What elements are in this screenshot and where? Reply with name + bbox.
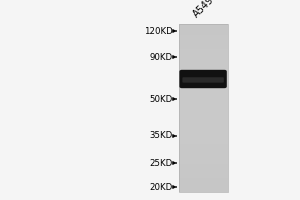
Bar	[178, 91, 228, 94]
Bar	[178, 119, 228, 122]
Bar	[178, 24, 228, 192]
Text: 120KD: 120KD	[144, 26, 172, 36]
Bar	[178, 138, 228, 142]
Bar	[178, 178, 228, 181]
Bar	[178, 32, 228, 35]
Bar	[178, 175, 228, 178]
Bar	[178, 105, 228, 108]
Bar	[178, 43, 228, 46]
Bar	[178, 183, 228, 186]
Bar	[178, 152, 228, 156]
Bar	[178, 127, 228, 130]
Bar	[178, 68, 228, 72]
Text: 50KD: 50KD	[149, 95, 172, 104]
Bar	[178, 113, 228, 116]
Bar	[178, 169, 228, 172]
FancyBboxPatch shape	[179, 70, 227, 88]
Bar	[178, 71, 228, 74]
Bar	[178, 80, 228, 83]
Bar	[178, 108, 228, 111]
Bar	[178, 74, 228, 77]
Bar	[178, 133, 228, 136]
Bar	[178, 85, 228, 88]
Bar	[178, 40, 228, 44]
Text: 25KD: 25KD	[149, 158, 172, 168]
Bar	[178, 116, 228, 119]
Bar	[178, 82, 228, 86]
Bar	[178, 130, 228, 133]
Bar	[178, 66, 228, 69]
Bar	[178, 46, 228, 49]
Bar	[178, 166, 228, 170]
Bar	[178, 99, 228, 102]
Bar	[178, 124, 228, 128]
Bar	[178, 54, 228, 58]
Bar	[178, 57, 228, 60]
Bar	[178, 186, 228, 189]
Bar	[178, 88, 228, 91]
Bar	[178, 60, 228, 63]
Bar	[178, 147, 228, 150]
Bar	[178, 52, 228, 55]
Bar	[178, 96, 228, 100]
Text: 20KD: 20KD	[149, 182, 172, 192]
Bar	[178, 35, 228, 38]
Bar	[178, 110, 228, 114]
Bar	[178, 180, 228, 184]
Bar	[178, 122, 228, 125]
Bar	[178, 38, 228, 41]
Bar	[178, 136, 228, 139]
Bar	[178, 189, 228, 192]
Bar	[178, 29, 228, 32]
Bar	[178, 158, 228, 161]
Bar	[178, 63, 228, 66]
Bar	[178, 49, 228, 52]
Bar	[178, 94, 228, 97]
Bar	[178, 102, 228, 105]
Bar	[178, 161, 228, 164]
Bar	[178, 26, 228, 30]
FancyBboxPatch shape	[182, 77, 224, 83]
Bar	[178, 155, 228, 158]
Bar	[178, 77, 228, 80]
Text: 90KD: 90KD	[149, 52, 172, 62]
Bar	[178, 164, 228, 167]
Bar	[178, 150, 228, 153]
Text: A549: A549	[191, 0, 216, 19]
Bar	[178, 144, 228, 147]
Bar	[178, 172, 228, 175]
Text: 35KD: 35KD	[149, 132, 172, 140]
Bar	[178, 141, 228, 144]
Bar	[178, 24, 228, 27]
